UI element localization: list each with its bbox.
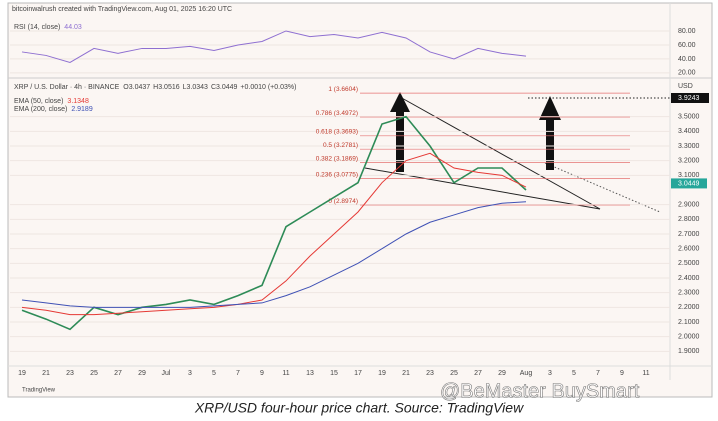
x-tick-label: 7 xyxy=(596,370,600,377)
x-tick-label: 5 xyxy=(212,370,216,377)
last-price-tag xyxy=(671,178,707,189)
x-tick-label: 9 xyxy=(260,370,264,377)
x-tick-label: 25 xyxy=(90,370,98,377)
series-line xyxy=(21,115,527,331)
caption: XRP/USD four-hour price chart. Source: T… xyxy=(194,400,524,416)
x-tick-label: 9 xyxy=(620,370,624,377)
series-line xyxy=(21,152,527,316)
ohlc-stat: +0.0010 (+0.03%) xyxy=(240,84,296,91)
x-tick-label: 27 xyxy=(474,370,482,377)
watermark: @BeMaster BuySmart xyxy=(440,380,640,402)
last-price-label: 3.0449 xyxy=(678,180,700,187)
y-tick-label: 2.0000 xyxy=(678,334,700,341)
legend-name: RSI (14, close) xyxy=(14,24,60,31)
logo: TradingView xyxy=(22,388,56,394)
x-tick-label: Jul xyxy=(162,370,171,377)
y-tick-label: 2.6000 xyxy=(678,246,700,253)
fib-label: 0.5 (3.2781) xyxy=(323,142,358,149)
x-tick-label: 25 xyxy=(450,370,458,377)
x-tick-label: 23 xyxy=(426,370,434,377)
x-tick-label: 27 xyxy=(114,370,122,377)
x-tick-label: 29 xyxy=(138,370,146,377)
series-line xyxy=(21,30,527,63)
x-tick-label: 15 xyxy=(330,370,338,377)
legend-name: EMA (50, close) xyxy=(14,98,63,105)
ohlc-stat: O3.0437 xyxy=(123,84,150,91)
x-tick-label: 17 xyxy=(354,370,362,377)
y-tick-label: 80.00 xyxy=(678,28,696,35)
y-tick-label: 20.00 xyxy=(678,70,696,77)
y-tick-label: 3.4000 xyxy=(678,128,700,135)
x-tick-label: 19 xyxy=(18,370,26,377)
ohlc-stat: C3.0449 xyxy=(211,84,238,91)
y-tick-label: 2.2000 xyxy=(678,304,700,311)
y-tick-label: 1.9000 xyxy=(678,348,700,355)
x-tick-label: Aug xyxy=(520,370,533,377)
x-tick-label: 5 xyxy=(572,370,576,377)
y-tick-label: 2.5000 xyxy=(678,260,700,267)
y-tick-label: 2.4000 xyxy=(678,275,700,282)
legend-value: 3.1348 xyxy=(67,98,89,105)
y-tick-label: 3.1000 xyxy=(678,172,700,179)
x-tick-label: 21 xyxy=(402,370,410,377)
chart-title: XRP / U.S. Dollar · 4h · BINANCE xyxy=(14,84,120,91)
ohlc-stat: H3.0516 xyxy=(153,84,180,91)
target-tag xyxy=(671,93,709,103)
x-tick-label: 11 xyxy=(642,370,649,377)
legend-value: 44.03 xyxy=(64,24,82,31)
legend-value: 2.9189 xyxy=(71,106,93,113)
y-tick-label: 60.00 xyxy=(678,42,696,49)
x-tick-label: 29 xyxy=(498,370,506,377)
x-tick-label: 3 xyxy=(188,370,192,377)
y-tick-label: 3.2000 xyxy=(678,158,700,165)
x-tick-label: 11 xyxy=(282,370,289,377)
currency: USD xyxy=(678,83,693,90)
fib-label: 0 (2.8974) xyxy=(328,198,358,205)
x-tick-label: 3 xyxy=(548,370,552,377)
y-tick-label: 2.1000 xyxy=(678,319,700,326)
series-line xyxy=(21,201,527,308)
fib-label: 0.236 (3.0775) xyxy=(316,171,358,178)
y-tick-label: 2.8000 xyxy=(678,216,700,223)
x-tick-label: 23 xyxy=(66,370,74,377)
y-tick-label: 3.5000 xyxy=(678,114,700,121)
y-tick-label: 2.7000 xyxy=(678,231,700,238)
y-tick-label: 40.00 xyxy=(678,56,696,63)
chart-frame xyxy=(7,2,713,398)
fib-label: 1 (3.6604) xyxy=(328,86,358,93)
x-tick-label: 21 xyxy=(42,370,50,377)
x-tick-label: 19 xyxy=(378,370,386,377)
fib-label: 0.786 (3.4972) xyxy=(316,110,358,117)
credit: bitcoinwalrush created with TradingView.… xyxy=(12,6,232,13)
pattern-drawings xyxy=(364,92,670,213)
x-tick-label: 7 xyxy=(236,370,240,377)
y-tick-label: 3.3000 xyxy=(678,143,700,150)
fib-label: 0.618 (3.3693) xyxy=(316,129,358,136)
legend-name: EMA (200, close) xyxy=(14,106,67,113)
fib-label: 0.382 (3.1869) xyxy=(316,155,358,162)
ohlc-stat: L3.0343 xyxy=(183,84,208,91)
target-label: 3.9243 xyxy=(678,95,700,102)
y-tick-label: 2.3000 xyxy=(678,290,700,297)
x-tick-label: 13 xyxy=(306,370,314,377)
y-tick-label: 2.9000 xyxy=(678,202,700,209)
